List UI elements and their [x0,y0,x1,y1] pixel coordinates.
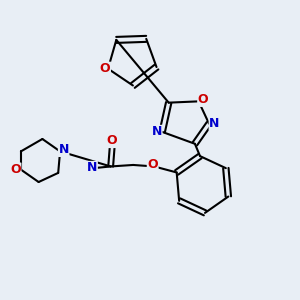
Text: N: N [209,117,220,130]
Text: O: O [198,93,208,106]
Text: O: O [107,134,118,148]
Text: N: N [152,125,162,138]
Text: O: O [100,62,110,75]
Text: O: O [147,158,158,172]
Text: N: N [58,143,69,156]
Text: N: N [87,161,97,175]
Text: O: O [10,163,21,176]
